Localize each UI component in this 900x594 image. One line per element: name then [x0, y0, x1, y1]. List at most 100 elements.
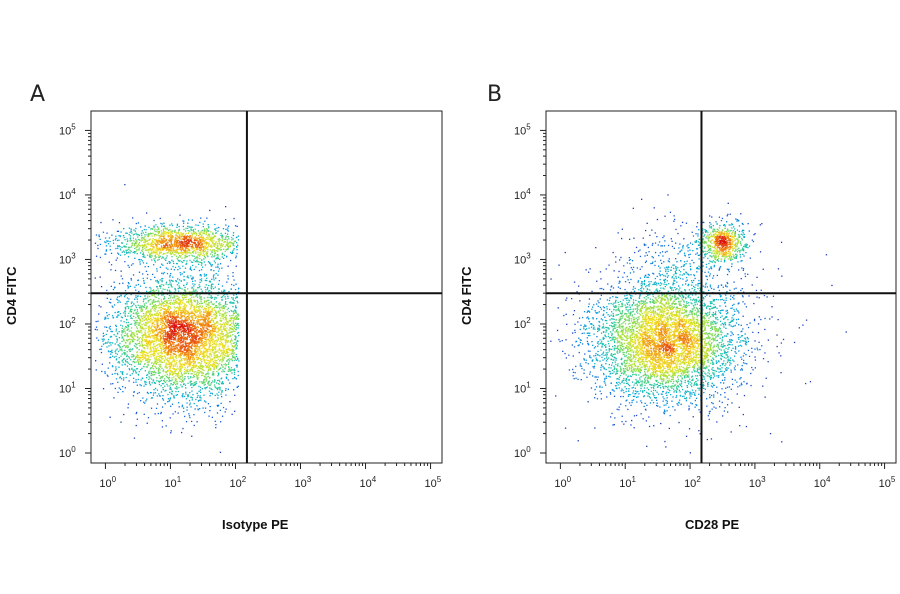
event-dot: [202, 328, 204, 330]
event-dot: [223, 325, 225, 327]
event-dot: [166, 367, 168, 369]
event-dot: [175, 348, 177, 350]
event-dot: [184, 372, 186, 374]
event-dot: [230, 318, 232, 320]
event-dot: [217, 375, 219, 377]
event-dot: [176, 374, 178, 376]
event-dot: [161, 367, 163, 369]
event-dot: [163, 311, 165, 313]
event-dot: [183, 348, 185, 350]
event-dot: [96, 329, 98, 331]
event-dot: [160, 411, 162, 414]
event-dot: [170, 363, 173, 365]
event-dot: [128, 369, 131, 371]
event-dot: [181, 323, 184, 325]
event-dot: [145, 323, 147, 325]
event-dot: [147, 322, 149, 324]
event-dot: [163, 345, 165, 347]
event-dot: [160, 365, 162, 367]
event-dot: [173, 303, 175, 305]
event-dot: [205, 339, 207, 341]
event-dot: [175, 280, 178, 283]
event-dot: [175, 311, 177, 313]
event-dot: [162, 328, 164, 330]
event-dot: [184, 354, 187, 356]
event-dot: [170, 311, 172, 313]
event-dot: [171, 373, 174, 375]
event-dot: [175, 339, 177, 341]
event-dot: [167, 306, 169, 308]
event-dot: [119, 376, 121, 378]
event-dot: [137, 359, 139, 361]
event-dot: [218, 347, 221, 350]
event-dot: [198, 362, 200, 364]
event-dot: [168, 316, 170, 318]
event-dot: [168, 377, 170, 379]
event-dot: [154, 304, 156, 306]
event-dot: [190, 320, 192, 323]
event-dot: [137, 361, 139, 363]
event-dot: [152, 340, 154, 342]
event-dot: [156, 325, 158, 327]
event-dot: [231, 325, 233, 328]
event-dot: [201, 325, 204, 327]
event-dot: [148, 319, 151, 321]
event-dot: [180, 261, 183, 263]
event-dot: [202, 331, 205, 333]
event-dot: [212, 365, 214, 367]
event-dot: [226, 327, 228, 329]
event-dot: [118, 314, 120, 316]
event-dot: [155, 318, 157, 320]
event-dot: [215, 351, 217, 353]
event-dot: [126, 358, 128, 360]
event-dot: [153, 290, 155, 292]
event-dot: [190, 384, 192, 386]
event-dot: [213, 347, 216, 349]
event-dot: [124, 290, 127, 292]
event-dot: [169, 361, 171, 364]
event-dot: [194, 373, 196, 375]
event-dot: [156, 311, 158, 313]
event-dot: [223, 350, 225, 352]
event-dot: [147, 346, 149, 348]
event-dot: [135, 284, 137, 286]
event-dot: [206, 331, 208, 334]
event-dot: [220, 244, 222, 247]
event-dot: [107, 341, 109, 343]
event-dot: [154, 300, 156, 303]
event-dot: [165, 331, 167, 333]
event-dot: [136, 384, 138, 386]
event-dot: [140, 385, 142, 387]
event-dot: [191, 343, 193, 346]
event-dot: [218, 327, 220, 329]
event-dot: [191, 303, 193, 306]
event-dot: [149, 303, 151, 305]
event-dot: [184, 377, 186, 380]
event-dot: [180, 359, 183, 361]
event-dot: [162, 379, 165, 382]
event-dot: [213, 361, 215, 363]
event-dot: [191, 337, 193, 339]
event-dot: [237, 318, 239, 320]
event-dot: [198, 308, 200, 310]
event-dot: [147, 299, 150, 302]
event-dot: [221, 377, 223, 379]
event-dot: [178, 279, 181, 281]
event-dot: [138, 355, 140, 357]
event-dot: [199, 305, 201, 307]
event-dot: [207, 362, 209, 364]
event-dot: [154, 346, 156, 348]
event-dot: [182, 265, 184, 267]
event-dot: [159, 279, 161, 281]
event-dot: [190, 294, 192, 296]
event-dot: [189, 293, 191, 295]
event-dot: [160, 341, 162, 344]
event-dot: [185, 338, 187, 341]
event-dot: [214, 296, 216, 299]
event-dot: [179, 369, 181, 372]
event-dot: [131, 368, 133, 370]
event-dot: [186, 346, 188, 348]
event-dot: [215, 310, 217, 312]
event-dot: [198, 399, 201, 401]
event-dot: [224, 323, 226, 326]
